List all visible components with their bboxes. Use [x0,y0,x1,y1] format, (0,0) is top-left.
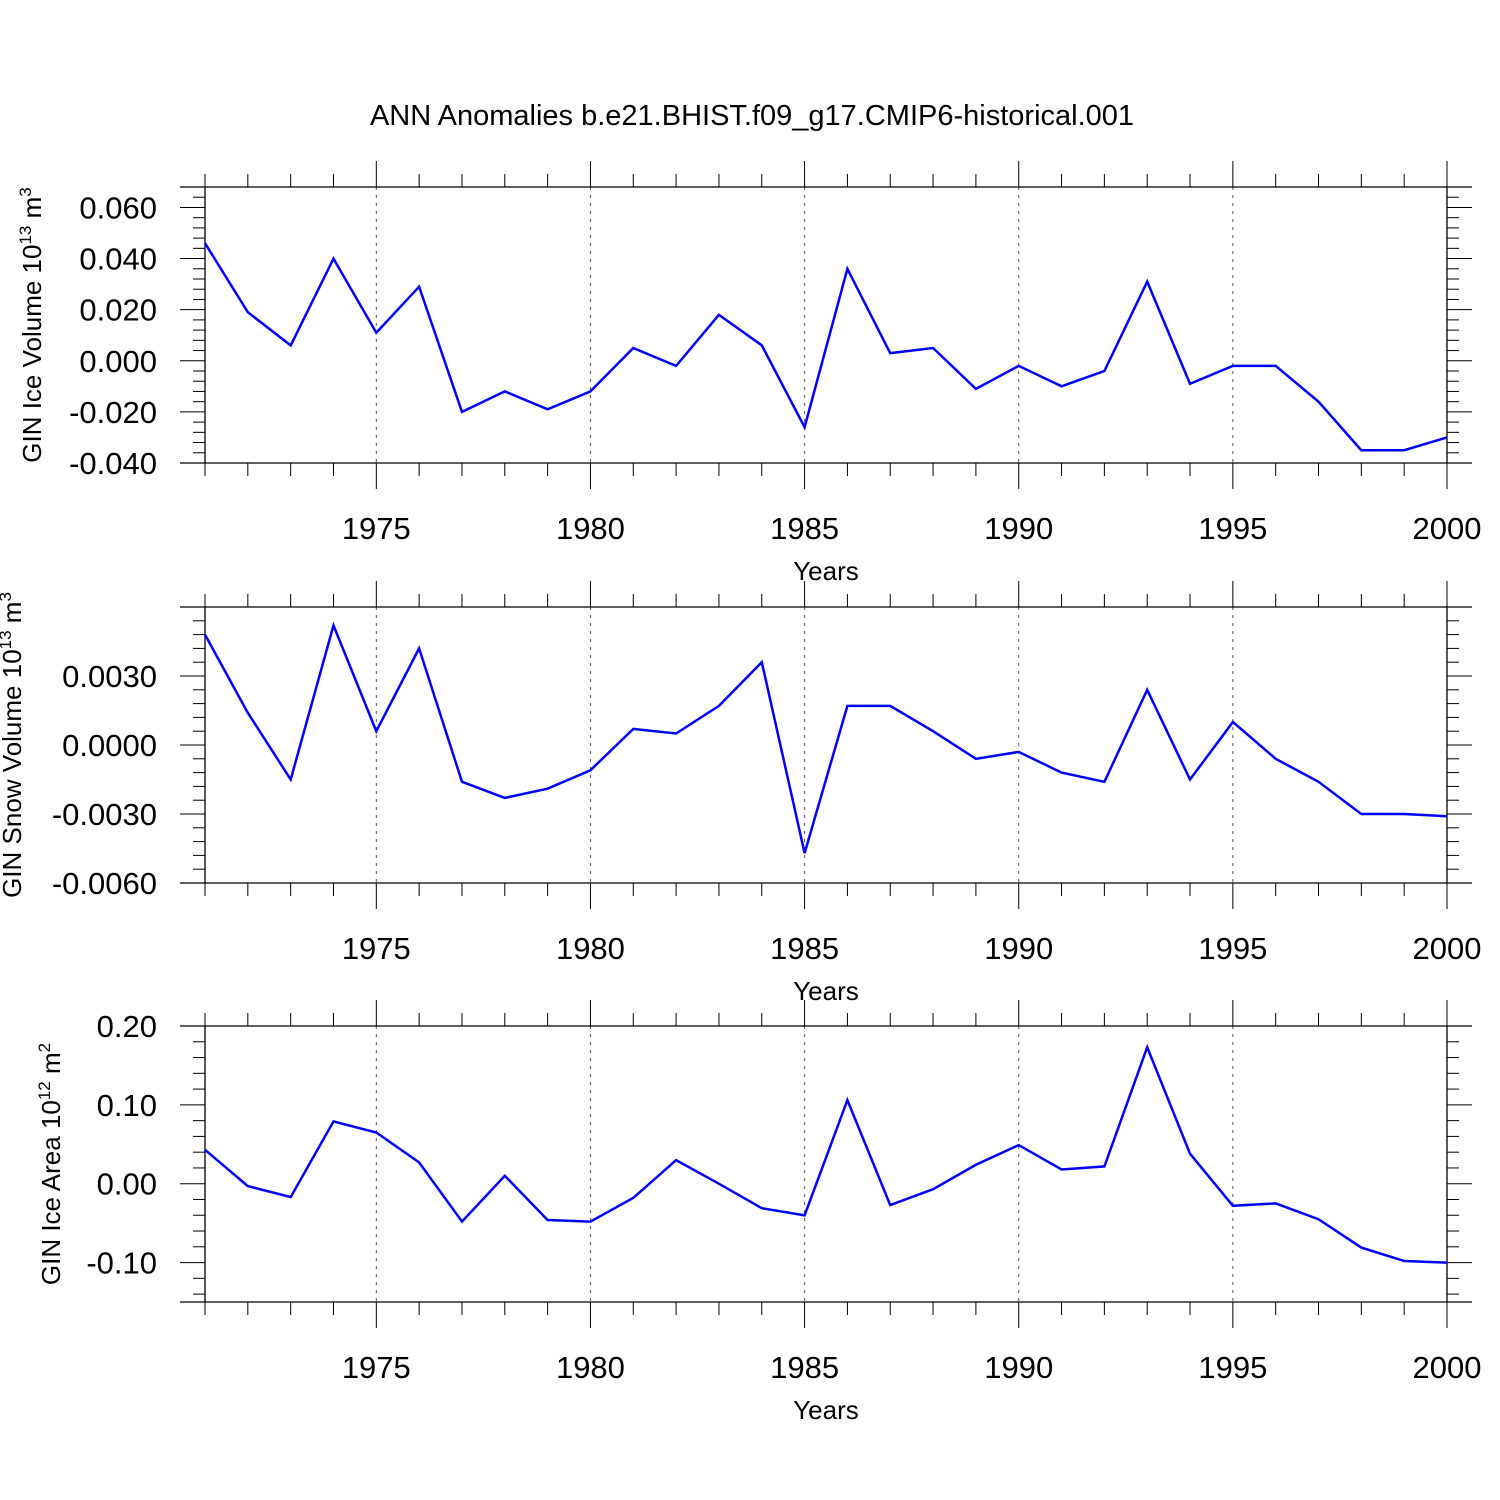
y-tick-label: 0.20 [97,1009,157,1044]
x-tick-label: 1990 [984,511,1053,546]
figure-title: ANN Anomalies b.e21.BHIST.f09_g17.CMIP6-… [370,100,1134,132]
x-tick-label: 1975 [342,511,411,546]
y-axis-label: GIN Snow Volume 1013 m3 [0,592,27,898]
x-tick-label: 1980 [556,511,625,546]
y-tick-label: -0.020 [69,395,157,430]
y-tick-label: 0.060 [79,190,157,225]
x-tick-label: 1975 [342,931,411,966]
y-tick-label: -0.0060 [52,866,157,901]
y-tick-label: 0.020 [79,293,157,328]
y-tick-label: 0.000 [79,344,157,379]
chart-panel-1: 1975 1980 1985 1990 1995 2000 -0.040 -0.020 0.00… [16,161,1481,586]
chart-panel-3: 1975 1980 1985 1990 1995 2000 -0.10 0.00 0.10 0.2… [35,1000,1481,1425]
y-tick-label: -0.040 [69,446,157,481]
chart-panel-2: 1975 1980 1985 1990 1995 2000 -0.0060 -0.0030 0.… [0,581,1481,1006]
x-axis-label: Years [793,1395,859,1425]
y-tick-label: 0.0030 [62,659,157,694]
x-tick-label: 1995 [1198,931,1267,966]
y-axis-label: GIN Ice Volume 1013 m3 [16,187,47,463]
y-tick-label: -0.0030 [52,797,157,832]
x-tick-label: 1985 [770,1350,839,1385]
y-tick-label: -0.10 [86,1246,157,1281]
series-line [203,242,1448,452]
x-tick-label: 2000 [1413,1350,1482,1385]
x-tick-label: 1990 [984,1350,1053,1385]
x-tick-label: 1995 [1198,1350,1267,1385]
chart-panels: 1975 1980 1985 1990 1995 2000 -0.040 -0.020 0.00… [0,161,1481,1425]
x-tick-label: 1975 [342,1350,411,1385]
x-tick-label: 1980 [556,1350,625,1385]
x-tick-label: 1980 [556,931,625,966]
series-line [204,1043,1448,1264]
x-tick-label: 1990 [984,931,1053,966]
y-tick-label: 0.0000 [62,728,157,763]
y-tick-label: 0.00 [97,1167,157,1202]
x-tick-label: 1985 [770,931,839,966]
series-line [203,621,1448,854]
y-tick-label: 0.10 [97,1088,157,1123]
x-tick-label: 1995 [1198,511,1267,546]
x-tick-label: 2000 [1413,511,1482,546]
y-axis-label: GIN Ice Area 1012 m2 [35,1043,66,1285]
x-axis-label: Years [793,556,859,586]
x-axis-label: Years [793,976,859,1006]
y-tick-label: 0.040 [79,242,157,277]
x-tick-label: 1985 [770,511,839,546]
x-tick-label: 2000 [1413,931,1482,966]
